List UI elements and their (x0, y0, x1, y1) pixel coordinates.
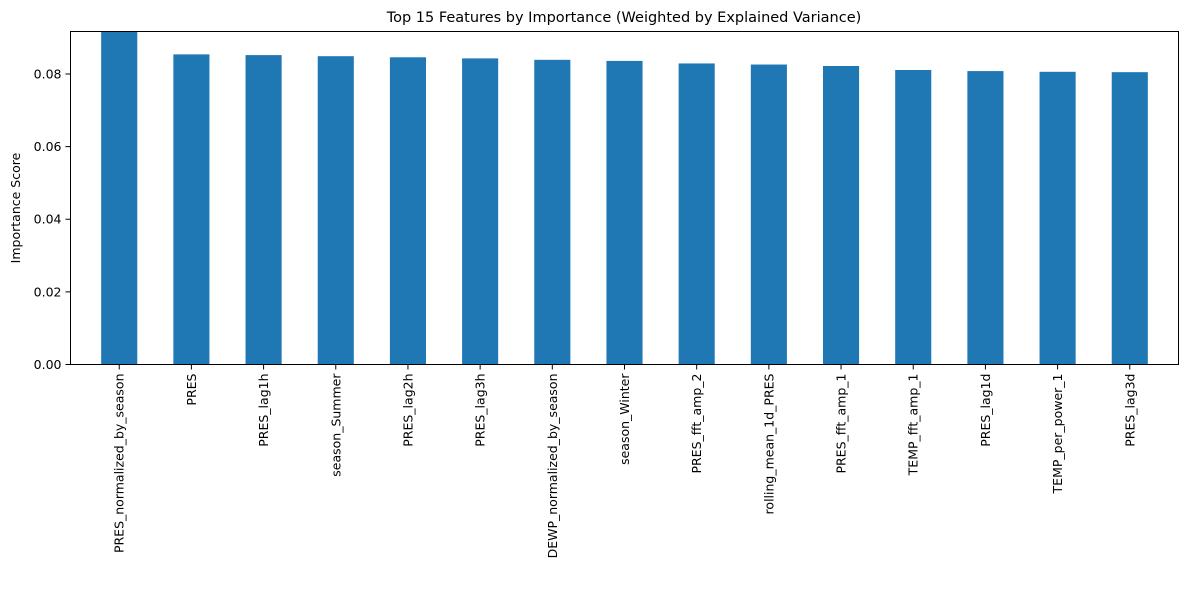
bars-group (101, 31, 1148, 365)
bar (1111, 72, 1148, 365)
x-tick-label: PRES_lag2h (400, 374, 415, 447)
x-tick-label: PRES_lag1h (256, 374, 271, 447)
bar (534, 59, 571, 365)
x-tick-label: season_Winter (617, 373, 632, 465)
x-tick-label: PRES (184, 373, 199, 405)
x-tick-label: PRES_lag3d (1122, 374, 1137, 447)
x-axis-ticks: PRES_normalized_by_season PRES PRES_lag1h s… (112, 364, 1137, 559)
x-tick-label: season_Summer (328, 373, 343, 477)
bar (967, 71, 1004, 365)
bar (462, 58, 499, 365)
chart-title: Top 15 Features by Importance (Weighted … (386, 10, 862, 26)
y-tick-label: 0.04 (34, 212, 62, 227)
x-tick-label: DEWP_normalized_by_season (545, 374, 560, 559)
x-tick-label: PRES_lag3h (473, 374, 488, 447)
y-tick-label: 0.00 (34, 357, 62, 372)
x-tick-label: PRES_normalized_by_season (112, 374, 127, 554)
y-tick-label: 0.02 (34, 284, 62, 299)
bar (678, 63, 715, 365)
bar (1039, 71, 1076, 365)
bar (245, 55, 282, 365)
bar (606, 60, 643, 365)
x-tick-label: rolling_mean_1d_PRES (761, 373, 776, 514)
y-axis-label: Importance Score (8, 152, 23, 263)
bar (173, 54, 210, 365)
bar (750, 64, 787, 365)
y-axis-ticks: 0.00 0.02 0.04 0.06 0.08 (34, 66, 71, 372)
bar (895, 69, 932, 365)
bar (823, 65, 860, 365)
bar (101, 31, 138, 365)
x-tick-label: PRES_fft_amp_1 (834, 374, 849, 474)
y-tick-label: 0.08 (34, 66, 62, 81)
bar (317, 56, 354, 365)
x-tick-label: PRES_lag1d (978, 374, 993, 447)
y-tick-label: 0.06 (34, 139, 62, 154)
plot-frame (70, 31, 1179, 365)
bar (389, 57, 426, 365)
x-tick-label: PRES_fft_amp_2 (689, 374, 704, 474)
x-tick-label: TEMP_per_power_1 (1050, 374, 1065, 495)
x-tick-label: TEMP_fft_amp_1 (906, 374, 921, 477)
